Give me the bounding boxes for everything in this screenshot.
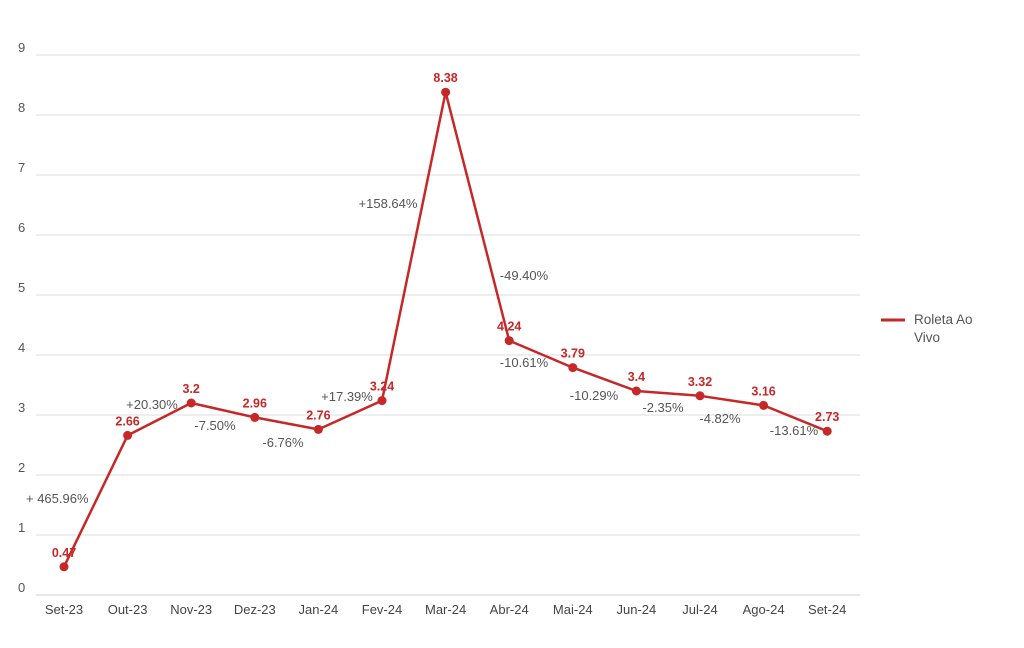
series-line-layer — [62, 90, 828, 568]
percent-change-label: +158.64% — [359, 196, 418, 211]
data-point — [59, 562, 69, 572]
legend: Roleta Ao Vivo — [881, 312, 973, 345]
data-label: 3.16 — [751, 384, 775, 398]
percent-change-label: -10.61% — [500, 355, 549, 370]
percent-change-label: + 465.96% — [26, 491, 89, 506]
y-tick-label: 1 — [18, 520, 25, 535]
percent-change-label: +20.30% — [126, 397, 178, 412]
data-point — [695, 391, 705, 401]
data-point — [568, 363, 578, 373]
data-point — [377, 396, 387, 406]
x-tick-label: Jan-24 — [299, 602, 339, 617]
percent-change-label: -49.40% — [500, 268, 549, 283]
x-tick-label: Nov-23 — [170, 602, 212, 617]
percent-change-label: -13.61% — [770, 423, 819, 438]
legend-label-line1: Roleta Ao — [914, 312, 973, 327]
data-label: 4.24 — [497, 320, 521, 334]
y-tick-label: 6 — [18, 220, 25, 235]
percent-change-label: -4.82% — [699, 411, 741, 426]
legend-label-line2: Vivo — [914, 330, 940, 345]
data-point — [123, 430, 133, 440]
y-tick-label: 5 — [18, 280, 25, 295]
y-tick-label: 0 — [18, 580, 25, 595]
y-tick-label: 7 — [18, 160, 25, 175]
y-tick-label: 2 — [18, 460, 25, 475]
data-point — [441, 87, 451, 97]
data-labels: 0.47 2.66 3.2 2.96 2.76 3.24 8.38 4.24 3.79 3.4 3.… — [52, 71, 840, 560]
x-tick-label: Dez-23 — [234, 602, 276, 617]
data-label: 3.4 — [628, 370, 645, 384]
y-tick-label: 4 — [18, 340, 25, 355]
x-tick-label: Mai-24 — [553, 602, 593, 617]
data-label: 3.2 — [183, 382, 200, 396]
data-point — [186, 398, 196, 408]
data-label: 3.79 — [561, 347, 585, 361]
y-tick-label: 3 — [18, 400, 25, 415]
x-tick-label: Set-24 — [808, 602, 846, 617]
y-tick-label: 9 — [18, 40, 25, 55]
y-axis-ticks: 0 1 2 3 4 5 6 7 8 9 — [18, 40, 25, 595]
data-point — [504, 336, 514, 346]
data-label: 0.47 — [52, 546, 76, 560]
x-tick-label: Fev-24 — [362, 602, 402, 617]
x-tick-label: Mar-24 — [425, 602, 466, 617]
data-label: 3.24 — [370, 380, 394, 394]
x-tick-label: Abr-24 — [490, 602, 529, 617]
x-tick-label: Jun-24 — [617, 602, 657, 617]
data-label: 2.73 — [815, 410, 839, 424]
data-points — [59, 87, 832, 572]
data-label: 2.76 — [306, 408, 330, 422]
percent-change-label: -7.50% — [194, 418, 236, 433]
x-tick-label: Out-23 — [108, 602, 148, 617]
percent-change-label: -10.29% — [570, 388, 619, 403]
x-axis-ticks: Set-23 Out-23 Nov-23 Dez-23 Jan-24 Fev-24 Mar-… — [45, 602, 847, 617]
data-point — [250, 412, 260, 422]
data-label: 2.96 — [243, 396, 267, 410]
grid — [36, 54, 860, 596]
x-tick-label: Set-23 — [45, 602, 83, 617]
y-tick-label: 8 — [18, 100, 25, 115]
x-tick-label: Jul-24 — [682, 602, 717, 617]
x-tick-label: Ago-24 — [743, 602, 785, 617]
percent-change-annotations: + 465.96% +20.30% -7.50% -6.76% +17.39% +158.… — [26, 196, 819, 506]
data-point — [313, 424, 323, 434]
data-point — [759, 400, 769, 410]
series-line — [62, 90, 828, 568]
data-label: 3.32 — [688, 375, 712, 389]
data-label: 2.66 — [115, 414, 139, 428]
data-label: 8.38 — [433, 71, 457, 85]
data-point — [822, 426, 832, 436]
percent-change-label: -2.35% — [642, 400, 684, 415]
data-point — [631, 386, 641, 396]
percent-change-label: -6.76% — [262, 435, 304, 450]
percent-change-label: +17.39% — [321, 389, 373, 404]
